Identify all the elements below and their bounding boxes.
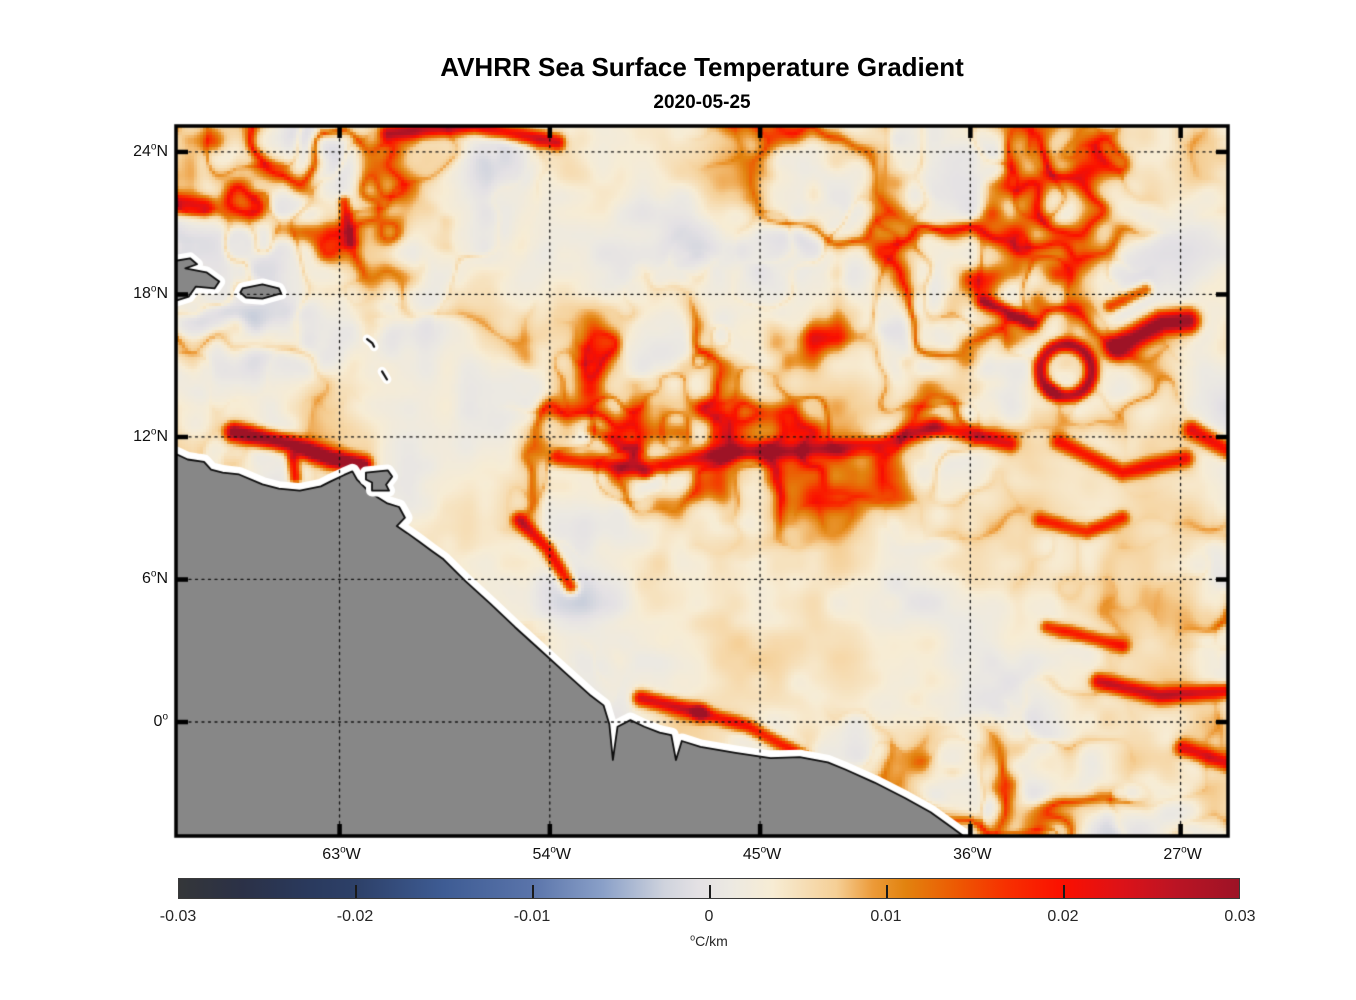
x-axis-tick-label: 45oW xyxy=(742,844,782,863)
colorbar-tick xyxy=(709,885,711,898)
chart-subtitle: 2020-05-25 xyxy=(653,92,751,113)
x-axis-tick-label: 63oW xyxy=(322,844,361,863)
y-axis-tick-label: 6oN xyxy=(141,569,168,588)
colorbar-tick xyxy=(886,885,888,898)
colorbar-tick xyxy=(355,885,357,898)
colorbar-tick-label: -0.02 xyxy=(336,908,374,925)
colorbar xyxy=(178,878,1240,899)
colorbar-unit-label: oC/km xyxy=(690,932,728,949)
colorbar-tick-label: 0.03 xyxy=(1224,908,1256,925)
colorbar-tick-label: -0.03 xyxy=(159,908,197,925)
y-axis-tick-label: 24oN xyxy=(133,141,168,160)
colorbar-tick-label: 0.01 xyxy=(870,908,902,925)
colorbar-tick xyxy=(532,885,534,898)
x-axis-tick-label: 54oW xyxy=(532,844,572,863)
x-axis-tick-label: 27oW xyxy=(1163,844,1202,863)
y-axis-tick-label: 0o xyxy=(153,711,168,730)
colorbar-tick-label: 0 xyxy=(704,908,714,925)
y-axis-tick-label: 18oN xyxy=(133,284,168,303)
colorbar-tick xyxy=(1063,885,1065,898)
y-axis-tick-label: 12oN xyxy=(133,426,168,445)
colorbar-tick-label: 0.02 xyxy=(1047,908,1079,925)
x-axis-tick-label: 36oW xyxy=(953,844,992,863)
chart-title: AVHRR Sea Surface Temperature Gradient xyxy=(440,52,964,82)
colorbar-tick-label: -0.01 xyxy=(513,908,551,925)
